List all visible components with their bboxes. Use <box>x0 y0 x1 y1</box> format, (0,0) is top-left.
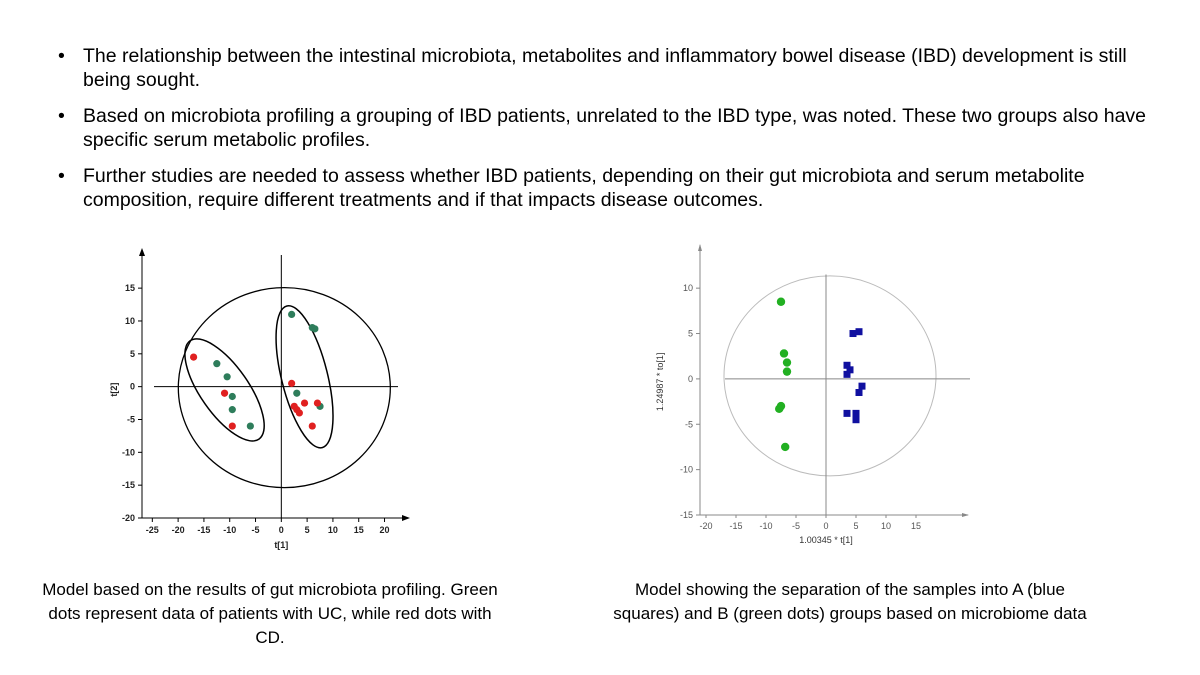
bullet-text: Further studies are needed to assess whe… <box>83 165 1085 211</box>
bullet-list: • The relationship between the intestinal… <box>56 44 1156 224</box>
y-tick-label: -5 <box>127 414 135 424</box>
data-point-circle <box>779 349 789 358</box>
x-axis-arrow-icon <box>962 513 969 517</box>
bullet-dot-icon: • <box>58 165 65 187</box>
data-point-circle <box>775 404 784 414</box>
x-tick-label: -20 <box>699 521 712 531</box>
y-tick-label: -15 <box>680 510 693 520</box>
data-point-circle <box>781 442 790 452</box>
y-axis-label: 1.24987 * to[1] <box>655 353 665 412</box>
x-tick-label: 10 <box>328 525 338 535</box>
x-tick-label: -5 <box>792 521 800 531</box>
x-tick-label: -20 <box>172 525 185 535</box>
data-point-square <box>852 416 860 424</box>
data-point <box>308 422 316 430</box>
data-point-square <box>843 361 851 369</box>
y-tick-label: 10 <box>683 283 693 293</box>
x-tick-label: -10 <box>759 521 772 531</box>
x-tick-label: 15 <box>911 521 921 531</box>
y-tick-label: -15 <box>122 480 135 490</box>
x-tick-label: -15 <box>197 525 210 535</box>
y-tick-label: -10 <box>122 447 135 457</box>
data-point <box>311 325 319 333</box>
microbiota-score-plot: 15 10 5 0 -5 -10 -15 -20 -25 -20 -15 -10 -5 0 5 10 15 20 t… <box>109 248 410 550</box>
x-axis-arrow-icon <box>402 515 410 521</box>
y-tick-label: -20 <box>122 513 135 523</box>
bullet-item: • The relationship between the intestinal… <box>56 44 1156 92</box>
data-point <box>288 379 296 387</box>
group-ellipse-left <box>184 338 265 442</box>
group-separation-plot: 10 5 0 -5 -10 -15 -20 -15 -10 -5 0 5 10 15 1.00345 * t… <box>655 244 970 545</box>
y-tick-label: -10 <box>680 465 693 475</box>
x-tick-label: 20 <box>380 525 390 535</box>
data-point <box>213 360 221 368</box>
data-point-circle <box>782 358 792 367</box>
data-point <box>228 422 236 430</box>
y-tick-label: 5 <box>130 349 135 359</box>
y-axis-label: t[2] <box>109 383 119 397</box>
bullet-item: • Based on microbiota profiling a groupin… <box>56 104 1156 152</box>
confidence-ellipse <box>177 286 391 489</box>
confidence-ellipse <box>723 275 937 477</box>
bullet-dot-icon: • <box>58 105 65 127</box>
bullet-text: Based on microbiota profiling a grouping… <box>83 105 1147 151</box>
x-axis-label: t[1] <box>274 540 288 550</box>
group-ellipse-right <box>275 304 334 449</box>
data-point-square <box>852 409 860 417</box>
x-tick-label: -5 <box>252 525 260 535</box>
bullet-item: • Further studies are needed to assess wh… <box>56 164 1156 212</box>
bullet-dot-icon: • <box>58 45 65 67</box>
x-axis-label: 1.00345 * t[1] <box>799 535 853 545</box>
x-tick-label: -10 <box>223 525 236 535</box>
data-point-square <box>843 370 851 378</box>
y-tick-label: 15 <box>125 283 135 293</box>
data-point <box>220 389 229 397</box>
data-point-circle <box>782 367 792 376</box>
data-point <box>190 353 198 361</box>
x-tick-label: 15 <box>354 525 364 535</box>
x-tick-label: 0 <box>279 525 284 535</box>
x-tick-label: -15 <box>729 521 742 531</box>
data-point <box>228 392 236 401</box>
x-tick-label: 5 <box>305 525 310 535</box>
data-point <box>228 406 236 414</box>
data-point <box>246 422 254 430</box>
y-axis-arrow-icon <box>698 244 702 251</box>
data-point-square <box>858 382 866 390</box>
x-tick-label: 10 <box>881 521 891 531</box>
data-point <box>295 409 303 417</box>
y-tick-label: -5 <box>685 419 693 429</box>
data-point <box>288 310 296 319</box>
y-axis-arrow-icon <box>139 248 145 256</box>
y-tick-label: 0 <box>130 382 135 392</box>
data-point-square <box>849 330 857 338</box>
data-point-square <box>846 366 854 374</box>
x-tick-label: 5 <box>853 521 858 531</box>
data-point <box>293 389 301 397</box>
bullet-text: The relationship between the intestinal … <box>83 45 1127 91</box>
y-tick-label: 5 <box>688 329 693 339</box>
data-point-square <box>855 389 863 396</box>
data-point-circle <box>776 297 786 306</box>
x-tick-label: -25 <box>146 525 159 535</box>
left-chart-caption: Model based on the results of gut microb… <box>42 580 498 647</box>
data-point <box>313 399 322 407</box>
right-chart-caption: Model showing the separation of the samp… <box>613 580 1087 623</box>
y-tick-label: 10 <box>125 316 135 326</box>
data-point <box>300 399 309 407</box>
y-tick-label: 0 <box>688 374 693 384</box>
x-tick-label: 0 <box>823 521 828 531</box>
data-point-square <box>843 409 851 417</box>
data-point-square <box>855 328 863 336</box>
data-point <box>223 373 231 381</box>
